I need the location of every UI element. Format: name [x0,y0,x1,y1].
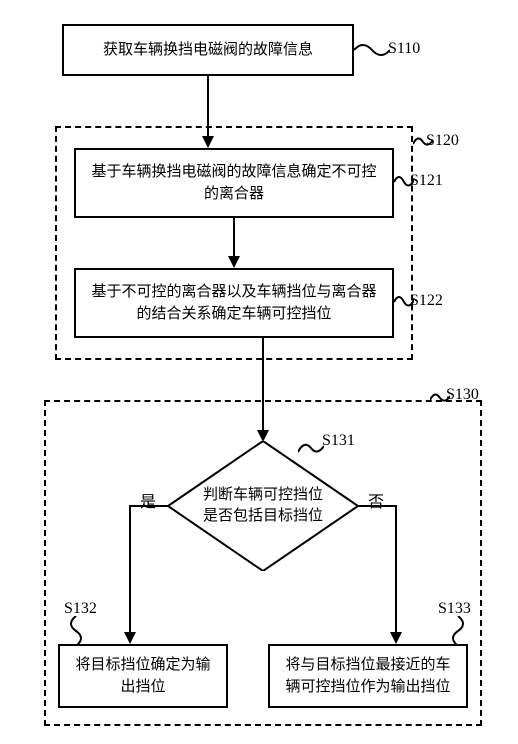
step-s132-text: 将目标挡位确定为输出挡位 [72,654,214,699]
label-s130: S130 [446,386,479,404]
label-yes: 是 [140,488,156,512]
yes-v-line [129,505,131,632]
label-s133: S133 [438,600,471,618]
s110-leader [354,40,390,60]
label-s122: S122 [410,292,443,310]
arrow-s121-s122-head [228,256,240,268]
label-s121: S121 [410,172,443,190]
decision-s131-line1: 判断车辆可控挡位 [203,487,323,503]
step-s121-box: 基于车辆换挡电磁阀的故障信息确定不可控的离合器 [74,148,394,218]
decision-s131-text: 判断车辆可控挡位 是否包括目标挡位 [168,485,358,527]
s132-leader [66,616,86,646]
no-v-line [395,505,397,632]
no-arrow-head [390,632,402,644]
step-s122-text: 基于不可控的离合器以及车辆挡位与离合器的结合关系确定车辆可控挡位 [88,281,380,326]
s133-leader [448,616,468,646]
step-s122-box: 基于不可控的离合器以及车辆挡位与离合器的结合关系确定车辆可控挡位 [74,268,394,338]
step-s132-box: 将目标挡位确定为输出挡位 [58,644,228,708]
yes-h-line [130,505,168,507]
step-s110-text: 获取车辆换挡电磁阀的故障信息 [103,39,313,62]
label-s132: S132 [64,600,97,618]
s131-leader [298,438,324,456]
decision-s131-line2: 是否包括目标挡位 [203,508,323,524]
step-s133-text: 将与目标挡位最接近的车辆可控挡位作为输出挡位 [282,654,454,699]
label-s131: S131 [322,432,355,450]
step-s110-box: 获取车辆换挡电磁阀的故障信息 [62,24,354,76]
label-no: 否 [368,488,384,512]
step-s121-text: 基于车辆换挡电磁阀的故障信息确定不可控的离合器 [88,161,380,206]
no-h-line [358,505,396,507]
yes-arrow-head [124,632,136,644]
label-s110: S110 [388,40,420,58]
decision-s131: 判断车辆可控挡位 是否包括目标挡位 [168,441,358,571]
step-s133-box: 将与目标挡位最接近的车辆可控挡位作为输出挡位 [268,644,468,708]
arrow-s121-s122 [233,218,235,256]
label-s120: S120 [426,132,459,150]
